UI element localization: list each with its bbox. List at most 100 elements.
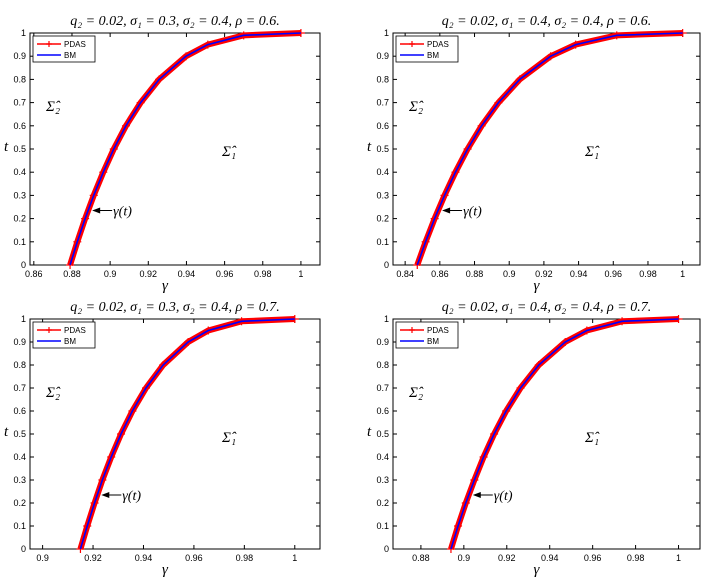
- x-tick-label: 0.84: [396, 269, 414, 279]
- y-tick-label: 0.6: [376, 121, 389, 131]
- y-tick-label: 0: [21, 260, 26, 270]
- x-axis-label: γ: [534, 278, 541, 294]
- chart-title: q₂ = 0.02, σ₁ = 0.4, σ₂ = 0.4, ρ = 0.7.: [442, 300, 651, 315]
- legend-marker-pdas: [46, 327, 52, 333]
- legend: PDAS BM: [32, 321, 96, 349]
- x-tick-label: 0.92: [498, 553, 516, 563]
- y-tick-label: 0.7: [13, 98, 26, 108]
- legend-label-pdas: PDAS: [64, 40, 86, 49]
- x-tick-label: 0.96: [584, 553, 602, 563]
- x-tick-label: 0.9: [458, 553, 471, 563]
- y-tick-label: 0.7: [13, 383, 26, 393]
- region-label-sigma1: Σ̂₁: [584, 430, 600, 446]
- annotation-arrowhead: [442, 207, 451, 214]
- x-axis-label: γ: [534, 562, 541, 578]
- y-axis-label: t: [367, 424, 372, 440]
- y-tick-label: 0.2: [13, 214, 26, 224]
- y-tick-label: 0.9: [376, 337, 389, 347]
- pdas-marker: [413, 261, 422, 269]
- x-tick-label: 0.9: [104, 269, 117, 279]
- legend: PDAS BM: [32, 35, 96, 63]
- y-axis-label: t: [367, 139, 372, 155]
- y-tick-label: 0.6: [13, 121, 26, 131]
- region-label-sigma1: Σ̂₁: [221, 144, 237, 160]
- legend-label-pdas: PDAS: [427, 326, 449, 335]
- region-label-sigma1: Σ̂₁: [584, 144, 600, 160]
- region-label-sigma1: Σ̂₁: [221, 430, 237, 446]
- legend-marker-pdas: [409, 41, 415, 47]
- x-axis-label: γ: [162, 278, 169, 294]
- y-tick-label: 0.5: [13, 144, 26, 154]
- y-tick-label: 0.4: [13, 167, 26, 177]
- x-tick-label: 1: [676, 553, 681, 563]
- x-tick-label: 0.98: [627, 553, 645, 563]
- subplot-3: q₂ = 0.02, σ₁ = 0.3, σ₂ = 0.4, ρ = 0.7. 0…: [4, 300, 321, 578]
- series-line-bm: [79, 318, 295, 550]
- y-tick-label: 0.2: [376, 214, 389, 224]
- x-tick-label: 0.96: [216, 269, 234, 279]
- x-tick-label: 0.96: [605, 269, 623, 279]
- y-tick-label: 0.1: [376, 521, 389, 531]
- subplot-2: q₂ = 0.02, σ₁ = 0.4, σ₂ = 0.4, ρ = 0.6. 0…: [367, 14, 701, 294]
- x-tick-label: 0.9: [503, 269, 516, 279]
- x-tick-label: 1: [680, 269, 685, 279]
- x-axis-label: γ: [162, 562, 169, 578]
- y-tick-label: 0.2: [376, 498, 389, 508]
- subplot-4: q₂ = 0.02, σ₁ = 0.4, σ₂ = 0.4, ρ = 0.7. 0…: [367, 300, 701, 578]
- y-tick-label: 0.7: [376, 383, 389, 393]
- y-tick-label: 0.3: [376, 190, 389, 200]
- annotation-label: γ(t): [122, 489, 141, 504]
- y-tick-label: 0.6: [13, 406, 26, 416]
- y-tick-label: 0: [21, 544, 26, 554]
- annotation-arrowhead: [472, 491, 481, 498]
- x-tick-label: 1: [298, 269, 303, 279]
- y-tick-label: 0.9: [13, 337, 26, 347]
- y-tick-label: 0.3: [376, 475, 389, 485]
- axes-frame: [392, 318, 701, 550]
- annotation-label: γ(t): [113, 204, 132, 219]
- y-tick-label: 1: [21, 314, 26, 324]
- y-tick-label: 0.4: [376, 452, 389, 462]
- y-tick-label: 0.8: [13, 74, 26, 84]
- y-axis-label: t: [4, 424, 9, 440]
- y-tick-label: 0.5: [13, 429, 26, 439]
- region-label-sigma2: Σ̂₂: [45, 385, 61, 401]
- legend-box: [395, 35, 459, 63]
- region-label-sigma2: Σ̂₂: [408, 99, 424, 115]
- y-tick-label: 0.3: [13, 190, 26, 200]
- axes-frame: [392, 32, 701, 266]
- y-tick-label: 1: [21, 28, 26, 38]
- axes-frame: [29, 32, 321, 266]
- y-tick-label: 0: [384, 260, 389, 270]
- x-tick-label: 0.92: [140, 269, 158, 279]
- x-tick-label: 0.94: [178, 269, 196, 279]
- region-label-sigma2: Σ̂₂: [45, 99, 61, 115]
- y-tick-label: 0.8: [376, 74, 389, 84]
- y-tick-label: 0.1: [13, 521, 26, 531]
- legend-box: [395, 321, 459, 349]
- legend-box: [32, 35, 96, 63]
- subplot-1: q₂ = 0.02, σ₁ = 0.3, σ₂ = 0.4, ρ = 0.6. 0…: [4, 14, 321, 294]
- chart-title: q₂ = 0.02, σ₁ = 0.3, σ₂ = 0.4, ρ = 0.6.: [70, 14, 279, 29]
- region-label-sigma2: Σ̂₂: [408, 385, 424, 401]
- legend-label-pdas: PDAS: [427, 40, 449, 49]
- y-tick-label: 0.9: [13, 51, 26, 61]
- y-tick-label: 0.6: [376, 406, 389, 416]
- x-tick-label: 0.96: [185, 553, 203, 563]
- annotation-arrowhead: [101, 491, 110, 498]
- legend: PDAS BM: [395, 321, 459, 349]
- x-tick-label: 0.98: [254, 269, 272, 279]
- y-tick-label: 0.5: [376, 429, 389, 439]
- annotation-label: γ(t): [463, 204, 482, 219]
- y-tick-label: 1: [384, 28, 389, 38]
- legend-marker-pdas: [409, 327, 415, 333]
- legend: PDAS BM: [395, 35, 459, 63]
- x-tick-label: 0.92: [84, 553, 102, 563]
- x-tick-label: 0.92: [535, 269, 553, 279]
- y-axis-label: t: [4, 139, 9, 155]
- x-tick-label: 0.88: [466, 269, 484, 279]
- y-tick-label: 0.8: [376, 360, 389, 370]
- series-line-bm: [69, 32, 301, 266]
